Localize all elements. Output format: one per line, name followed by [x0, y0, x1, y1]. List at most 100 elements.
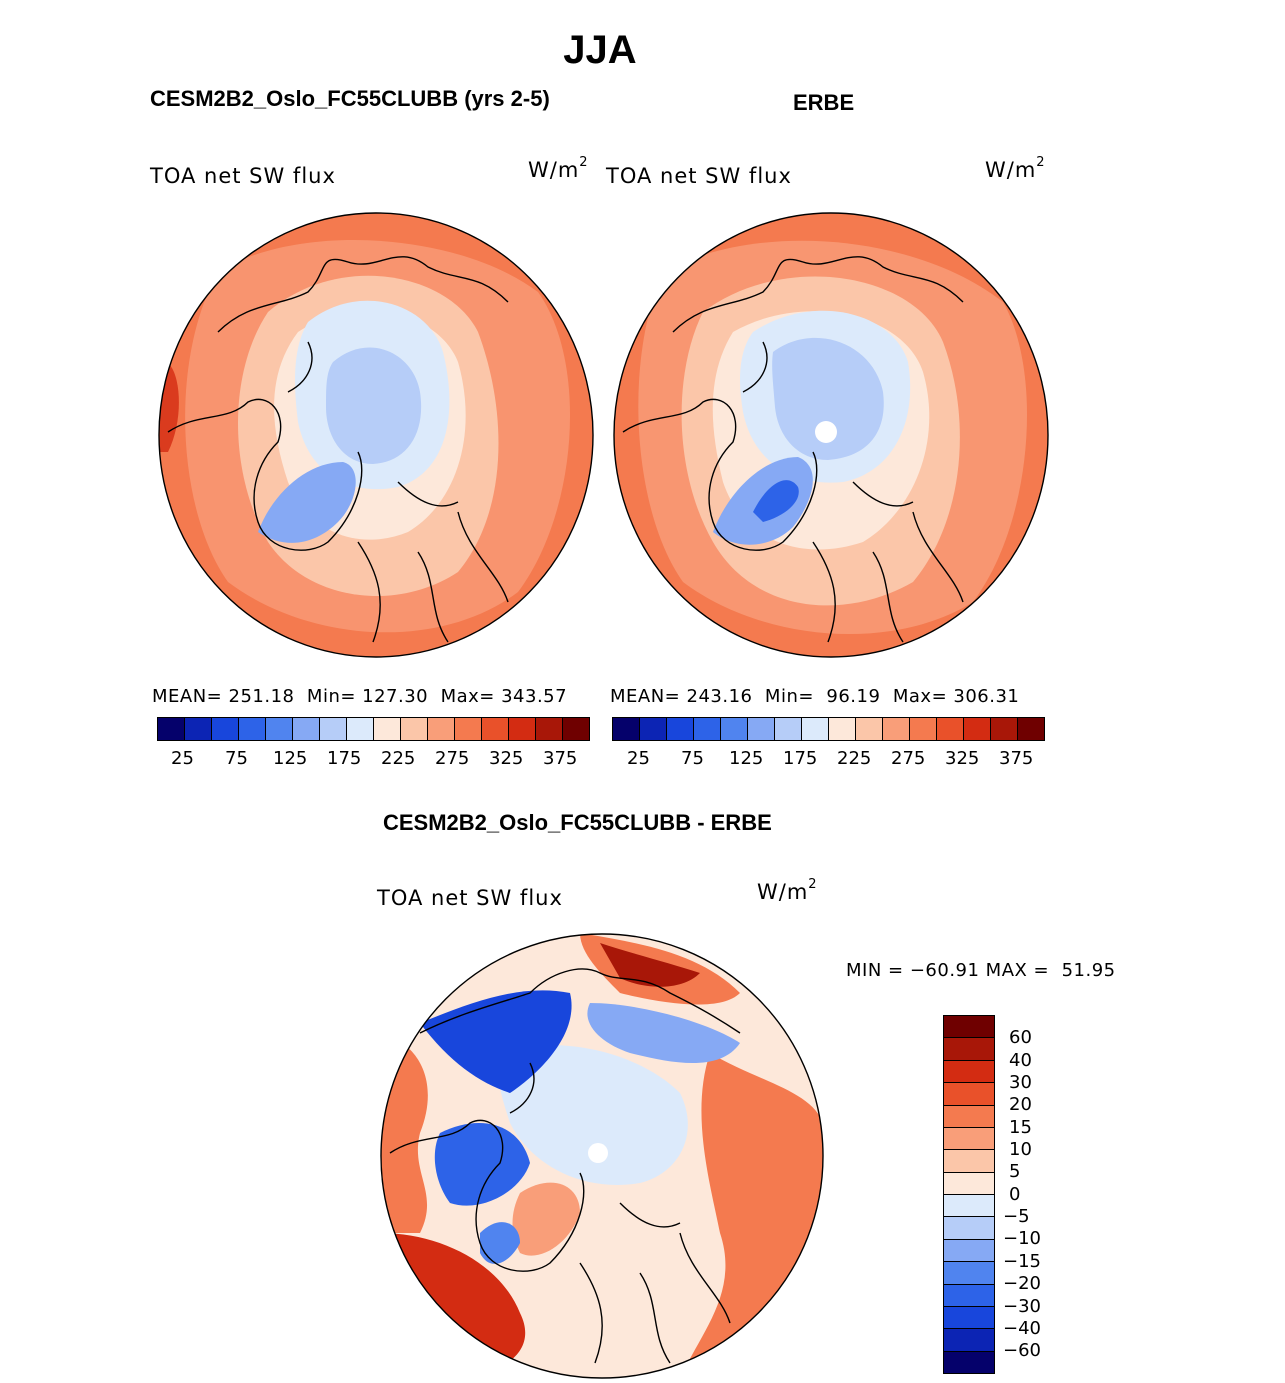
obs-colorbar-tick: 275: [891, 748, 926, 769]
colorbar-swatch: [944, 1329, 994, 1352]
obs-colorbar-tick: 375: [999, 748, 1034, 769]
colorbar-swatch: [944, 1105, 994, 1128]
obs-colorbar-tick: 325: [945, 748, 980, 769]
obs-polar-map: [613, 212, 1049, 658]
colorbar-swatch: [829, 718, 856, 740]
colorbar-swatch: [266, 718, 293, 740]
colorbar-swatch: [320, 718, 347, 740]
diff-colorbar-tick: 20: [1009, 1094, 1032, 1115]
model-variable-label: TOA net SW flux: [150, 164, 336, 188]
model-colorbar: [157, 717, 590, 741]
colorbar-swatch: [856, 718, 883, 740]
model-colorbar-tick: 175: [327, 748, 362, 769]
colorbar-swatch: [482, 718, 509, 740]
model-colorbar-tick: 325: [489, 748, 524, 769]
diff-cool-greenland: [480, 1222, 520, 1264]
colorbar-swatch: [640, 718, 667, 740]
diff-colorbar-tick: 15: [1009, 1117, 1032, 1138]
obs-colorbar-tick: 125: [729, 748, 764, 769]
diff-colorbar-tick: 30: [1009, 1072, 1032, 1093]
colorbar-swatch: [401, 718, 428, 740]
diff-ice-light: [498, 1045, 688, 1185]
colorbar-swatch: [509, 718, 536, 740]
colorbar-swatch: [944, 1306, 994, 1330]
colorbar-swatch: [1018, 718, 1044, 740]
diff-stats: MIN = −60.91 MAX = 51.95: [846, 960, 1116, 981]
diff-cool-archipelago: [434, 1123, 530, 1206]
colorbar-swatch: [944, 1284, 994, 1307]
colorbar-swatch: [944, 1127, 994, 1151]
obs-colorbar: [612, 717, 1045, 741]
colorbar-swatch: [991, 718, 1018, 740]
diff-panel-heading: CESM2B2_Oslo_FC55CLUBB - ERBE: [383, 810, 772, 835]
model-colorbar-tick: 225: [381, 748, 416, 769]
model-arctic-ice: [326, 347, 422, 464]
model-coastline: [167, 256, 509, 643]
colorbar-swatch: [563, 718, 589, 740]
obs-units-label: W/m2: [985, 155, 1046, 182]
diff-colorbar-tick: −40: [1003, 1318, 1041, 1339]
colorbar-swatch: [775, 718, 802, 740]
model-colorbar-tick: 25: [171, 748, 194, 769]
diff-hot-top: [600, 943, 700, 987]
colorbar-swatch: [944, 1083, 994, 1106]
colorbar-swatch: [944, 1016, 994, 1039]
diff-colorbar-tick: −5: [1003, 1206, 1030, 1227]
obs-coastline: [622, 256, 964, 643]
colorbar-swatch: [536, 718, 563, 740]
obs-variable-label: TOA net SW flux: [606, 164, 792, 188]
obs-colorbar-tick: 25: [627, 748, 650, 769]
diff-colorbar-tick: −15: [1003, 1251, 1041, 1272]
model-greenland-ice: [258, 462, 356, 543]
colorbar-swatch: [185, 718, 212, 740]
colorbar-swatch: [455, 718, 482, 740]
model-panel-heading: CESM2B2_Oslo_FC55CLUBB (yrs 2-5): [150, 86, 550, 111]
diff-cool-ne: [587, 1003, 740, 1063]
figure-title: JJA: [563, 28, 637, 72]
colorbar-swatch: [944, 1217, 994, 1240]
colorbar-swatch: [212, 718, 239, 740]
colorbar-swatch: [937, 718, 964, 740]
colorbar-swatch: [944, 1060, 994, 1084]
colorbar-swatch: [944, 1351, 994, 1373]
colorbar-swatch: [944, 1195, 994, 1218]
colorbar-swatch: [944, 1239, 994, 1263]
diff-colorbar-tick: −10: [1003, 1228, 1041, 1249]
diff-colorbar-tick: 10: [1009, 1139, 1032, 1160]
colorbar-swatch: [347, 718, 374, 740]
obs-greenland-deep: [753, 480, 799, 522]
obs-stats: MEAN= 243.16 Min= 96.19 Max= 306.31: [610, 686, 1020, 707]
colorbar-swatch: [374, 718, 401, 740]
colorbar-swatch: [944, 1038, 994, 1061]
diff-colorbar-tick: 0: [1009, 1184, 1021, 1205]
colorbar-swatch: [158, 718, 185, 740]
diff-colorbar-tick: −20: [1003, 1273, 1041, 1294]
colorbar-swatch: [667, 718, 694, 740]
diff-colorbar-tick: −30: [1003, 1296, 1041, 1317]
colorbar-swatch: [428, 718, 455, 740]
obs-colorbar-tick: 75: [681, 748, 704, 769]
diff-colorbar-tick: 5: [1009, 1161, 1021, 1182]
colorbar-swatch: [910, 718, 937, 740]
colorbar-swatch: [944, 1150, 994, 1173]
colorbar-swatch: [748, 718, 775, 740]
diff-colorbar: [943, 1015, 995, 1374]
obs-panel-heading: ERBE: [793, 90, 855, 115]
diff-variable-label: TOA net SW flux: [377, 886, 563, 910]
diff-colorbar-tick: 40: [1009, 1050, 1032, 1071]
colorbar-swatch: [944, 1262, 994, 1285]
colorbar-swatch: [293, 718, 320, 740]
model-colorbar-tick: 125: [273, 748, 308, 769]
colorbar-swatch: [883, 718, 910, 740]
diff-coastline: [389, 968, 741, 1364]
model-polar-map: [158, 212, 594, 658]
colorbar-swatch: [802, 718, 829, 740]
diff-warm-greenland: [512, 1182, 580, 1256]
colorbar-swatch: [239, 718, 266, 740]
colorbar-swatch: [613, 718, 640, 740]
diff-polar-map: [380, 933, 824, 1379]
diff-units-label: W/m2: [757, 877, 818, 904]
model-colorbar-tick: 275: [435, 748, 470, 769]
diff-pole-hole: [588, 1143, 608, 1163]
diff-colorbar-tick: 60: [1009, 1027, 1032, 1048]
